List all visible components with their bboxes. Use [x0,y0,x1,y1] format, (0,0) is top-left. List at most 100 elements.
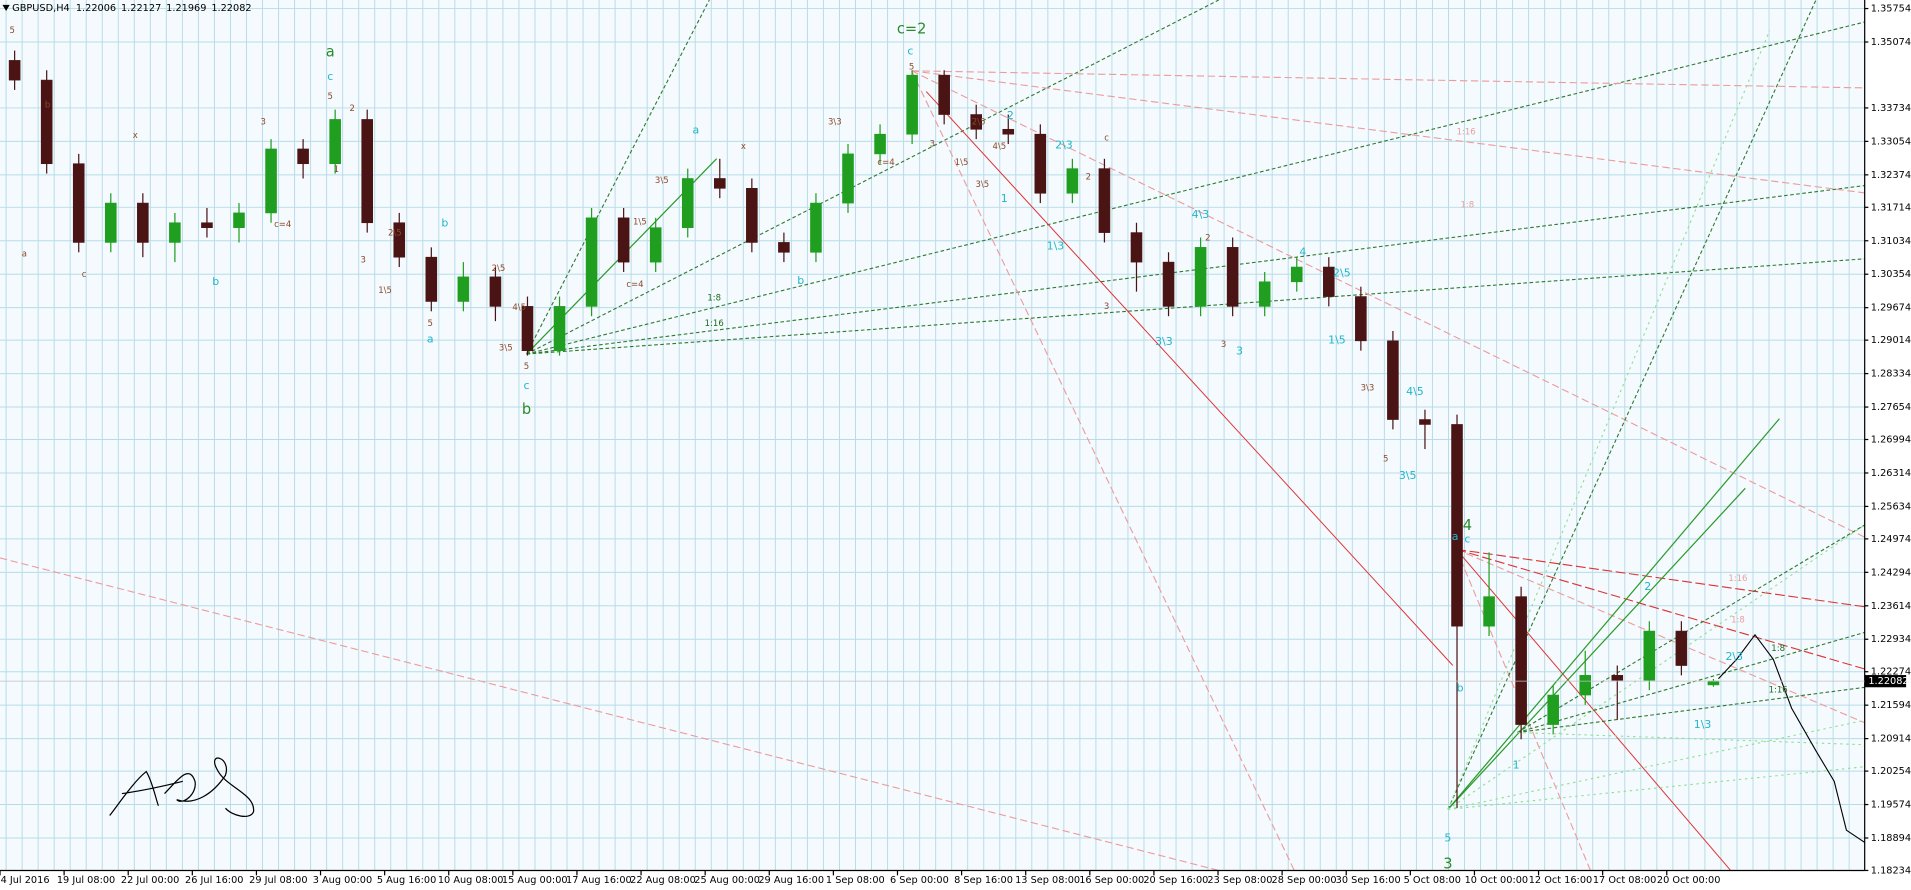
wave-label: 3\5 [1399,469,1417,482]
price-axis [1864,0,1911,890]
wave-label: 3 [261,118,266,128]
wave-label: 2 [350,104,355,114]
wave-label: b [441,216,448,229]
wave-label: c=4 [877,158,894,168]
y-tick-label: 1.24294 [1871,567,1911,578]
trend-line [1456,548,1865,724]
wave-label: 1:16 [1769,685,1788,695]
trend-line [1447,719,1865,810]
candle-body [1579,675,1592,696]
candle-body [1098,168,1111,233]
wave-label: 3 [1104,302,1109,312]
candle-body [1707,680,1720,686]
trend-line [1517,686,1865,734]
wave-label: 1\5 [1328,334,1346,347]
wave-label: 3\5 [975,180,989,190]
wave-label: c [1464,533,1470,546]
wave-label: 1\5 [378,286,392,296]
candle-body [714,178,726,189]
trend-line [1447,0,1817,810]
x-tick-label: 16 Sep 00:00 [1079,875,1144,886]
wave-label: 2\5 [972,118,986,128]
x-tick-label: 20 Sep 16:00 [1143,875,1208,886]
trend-line [1456,548,1865,670]
candle-body [457,276,470,302]
candle-body [746,188,758,243]
candle-body [1355,296,1367,342]
wave-label: 2 [1007,109,1014,122]
x-tick-label: 10 Oct 00:00 [1465,875,1529,886]
wave-label: 2\3 [1055,138,1073,151]
x-tick-label: 15 Aug 00:00 [502,875,568,886]
wave-label: 3 [1236,345,1243,358]
trend-line [1447,524,1865,810]
candle-body [585,217,598,307]
plot-background [0,0,1865,871]
candle-body [1323,266,1335,297]
y-tick-label: 1.29674 [1871,303,1911,314]
x-tick-label: 13 Sep 08:00 [1015,875,1080,886]
wave-label: 1:16 [705,319,724,329]
candle-body [1547,694,1559,725]
candle-body [1515,596,1527,725]
wave-label: 2\5 [1333,266,1351,279]
wave-label: a [326,43,335,60]
trend-line [1447,766,1865,810]
y-tick-label: 1.31714 [1871,202,1911,213]
signature [109,757,255,818]
wave-labels: ac=2b43cbbacabc212\31\34\33\3342\51\54\5… [9,20,1787,872]
candle-body [361,119,373,224]
y-tick-label: 1.26994 [1871,435,1911,446]
y-tick-label: 1.27654 [1871,402,1911,413]
trend-line [925,91,1454,666]
candle-body [265,148,277,214]
y-tick-label: 1.33054 [1871,136,1911,147]
trend-line [1455,549,1591,871]
wave-label: b [1457,682,1464,695]
candle-body [1130,232,1143,263]
close: 1.22082 [211,3,251,14]
candle-body [1451,424,1463,627]
wave-label: a [1452,530,1459,543]
wave-label: b [212,275,219,288]
x-tick-label: 5 Oct 08:00 [1404,875,1461,886]
wave-label: b [522,401,531,418]
candle-body [72,163,85,243]
axes: 1.18234 1.18894 1.19574 1.20254 1.20914 1.215… [0,4,1911,886]
wave-label: 4\5 [1406,385,1424,398]
candle-body [1258,281,1271,307]
open: 1.22006 [76,3,116,14]
x-tick-label: 8 Sep 16:00 [954,875,1013,886]
y-tick-label: 1.28334 [1871,369,1911,380]
candle-body [649,227,662,263]
y-tick-label: 1.25634 [1871,501,1911,512]
candle-body [1002,128,1015,135]
wave-label: 1 [1001,192,1008,205]
menu-arrow[interactable] [2,4,10,11]
x-tick-label: 19 Jul 08:00 [57,875,115,886]
wave-label: 2 [1644,580,1651,593]
wave-label: x [133,131,138,141]
trend-line [1447,487,1746,810]
candle-body [1643,630,1656,681]
x-tick-label: 5 Aug 16:00 [377,875,436,886]
y-tick-label: 1.18894 [1871,833,1911,844]
x-tick-label: 30 Sep 16:00 [1336,875,1401,886]
wave-label: 1:8 [1731,616,1745,626]
candle-body [681,178,694,228]
candle-body [137,202,149,243]
wave-label: 1 [1513,758,1520,771]
candle-body [778,242,790,253]
wave-label: b [797,274,804,287]
wave-label: 1 [334,165,339,175]
y-tick-label: 1.32374 [1871,170,1911,181]
high: 1.22127 [121,3,161,14]
trend-line [911,70,1865,194]
x-tick-label: 28 Sep 00:00 [1272,875,1337,886]
y-tick-label: 1.33734 [1871,103,1911,114]
y-tick-label: 1.35754 [1871,4,1911,15]
candle-body [297,148,309,165]
wave-label: 3\5 [499,343,513,353]
wave-label: 5 [9,26,14,36]
x-tick-label: 3 Aug 00:00 [313,875,372,886]
